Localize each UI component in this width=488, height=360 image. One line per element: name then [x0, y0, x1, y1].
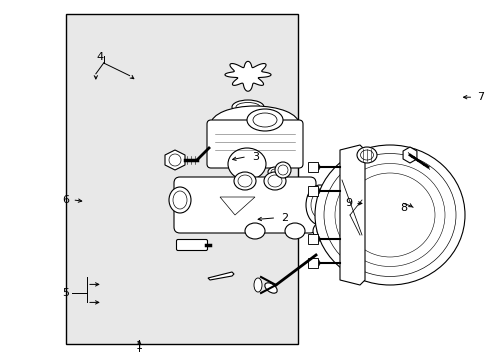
FancyBboxPatch shape	[206, 120, 303, 168]
Ellipse shape	[278, 165, 287, 175]
Ellipse shape	[234, 172, 256, 190]
Ellipse shape	[270, 169, 279, 175]
Ellipse shape	[309, 163, 319, 171]
Ellipse shape	[231, 100, 264, 114]
Ellipse shape	[169, 154, 181, 166]
Ellipse shape	[173, 191, 186, 209]
Ellipse shape	[264, 283, 277, 293]
Polygon shape	[207, 272, 234, 280]
FancyBboxPatch shape	[307, 258, 317, 268]
Bar	[66, 14, 298, 344]
Ellipse shape	[360, 150, 373, 160]
Text: 9: 9	[344, 198, 351, 208]
Ellipse shape	[267, 175, 282, 187]
Ellipse shape	[310, 192, 328, 218]
Ellipse shape	[210, 106, 298, 142]
Ellipse shape	[252, 113, 276, 127]
Ellipse shape	[309, 187, 319, 195]
Ellipse shape	[316, 225, 332, 237]
FancyBboxPatch shape	[307, 234, 317, 244]
Ellipse shape	[244, 223, 264, 239]
Ellipse shape	[246, 109, 283, 131]
Polygon shape	[164, 150, 184, 170]
Ellipse shape	[274, 162, 290, 178]
FancyBboxPatch shape	[307, 186, 317, 196]
Ellipse shape	[312, 221, 336, 241]
Ellipse shape	[309, 259, 319, 267]
Polygon shape	[224, 61, 270, 91]
Ellipse shape	[216, 110, 293, 138]
Text: 8: 8	[399, 203, 406, 213]
Ellipse shape	[264, 172, 285, 190]
Text: 5: 5	[62, 288, 69, 298]
Text: 2: 2	[281, 213, 288, 223]
Ellipse shape	[169, 187, 191, 213]
Ellipse shape	[356, 147, 376, 163]
FancyBboxPatch shape	[176, 239, 207, 251]
Text: 1: 1	[136, 341, 142, 351]
FancyBboxPatch shape	[307, 162, 317, 172]
Ellipse shape	[238, 175, 251, 187]
Text: 6: 6	[62, 195, 69, 205]
Text: 4: 4	[97, 52, 103, 62]
Ellipse shape	[267, 167, 282, 177]
Ellipse shape	[253, 278, 262, 292]
Ellipse shape	[305, 185, 333, 225]
Ellipse shape	[227, 148, 265, 180]
Text: 3: 3	[251, 152, 258, 162]
Polygon shape	[339, 145, 364, 285]
Ellipse shape	[236, 103, 260, 112]
Text: 7: 7	[476, 92, 483, 102]
Ellipse shape	[314, 145, 464, 285]
Ellipse shape	[285, 223, 305, 239]
Ellipse shape	[309, 235, 319, 243]
FancyBboxPatch shape	[174, 177, 315, 233]
Polygon shape	[402, 147, 416, 163]
